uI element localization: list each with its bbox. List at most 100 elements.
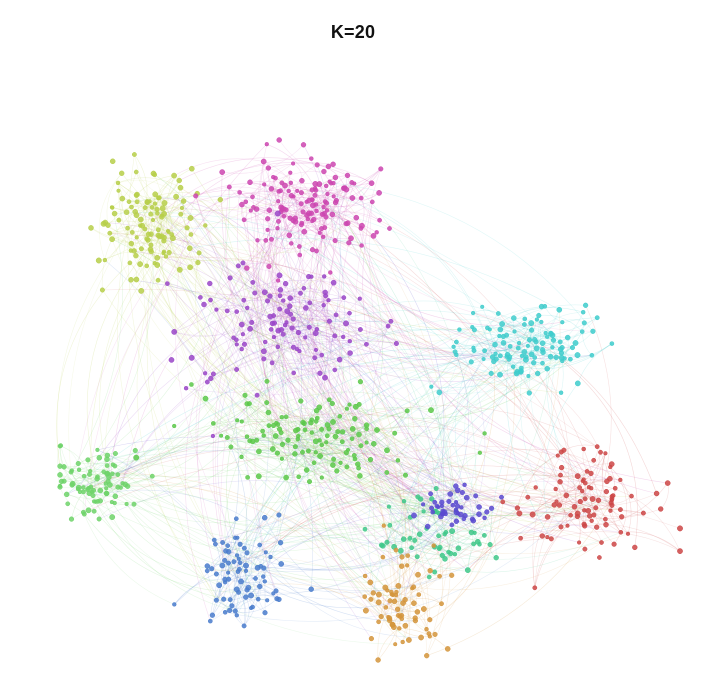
graph-node: [154, 254, 161, 261]
graph-node: [109, 514, 116, 521]
graph-node: [452, 551, 458, 557]
graph-edge: [214, 219, 315, 551]
graph-edge: [315, 183, 380, 198]
graph-edge: [237, 192, 343, 442]
graph-node: [173, 193, 180, 200]
graph-edge: [161, 215, 457, 356]
graph-edge: [311, 220, 573, 349]
graph-edge: [255, 501, 557, 593]
graph-edge: [339, 416, 367, 443]
graph-edge: [273, 336, 344, 346]
graph-node: [327, 179, 332, 184]
graph-node: [330, 462, 336, 468]
graph-node: [239, 201, 245, 208]
graph-edge: [268, 210, 367, 430]
graph-node: [255, 473, 262, 480]
graph-node: [352, 403, 359, 410]
graph-node: [401, 499, 407, 504]
graph-node: [374, 230, 379, 235]
graph-node: [109, 158, 116, 165]
graph-edge: [263, 400, 301, 436]
graph-edge: [534, 343, 613, 361]
graph-edge: [136, 194, 170, 253]
graph-edge: [335, 175, 372, 184]
graph-edge: [492, 343, 613, 370]
graph-edge: [238, 265, 592, 359]
graph-edge: [213, 405, 318, 424]
graph-node: [306, 479, 313, 485]
graph-node: [405, 553, 410, 558]
graph-node: [265, 165, 272, 171]
graph-node: [557, 339, 563, 345]
graph-edge: [319, 428, 353, 457]
graph-node: [608, 461, 615, 467]
graph-edge: [131, 243, 462, 508]
graph-edge: [60, 445, 80, 470]
graph-node: [594, 524, 600, 530]
graph-node: [236, 589, 242, 595]
graph-edge: [349, 404, 378, 431]
graph-edge: [122, 483, 467, 532]
graph-node: [553, 486, 558, 492]
graph-edge: [298, 407, 432, 437]
graph-edge: [267, 229, 335, 371]
graph-node: [561, 447, 567, 453]
graph-node: [283, 474, 289, 481]
graph-node: [338, 460, 343, 465]
graph-node: [128, 277, 134, 283]
graph-node: [352, 181, 357, 186]
graph-edge: [538, 314, 583, 332]
graph-edge: [506, 346, 552, 539]
graph-node: [149, 473, 155, 479]
graph-node: [482, 533, 487, 538]
graph-node: [329, 400, 335, 407]
graph-node: [109, 205, 114, 210]
graph-node: [204, 379, 210, 385]
graph-edge: [241, 354, 510, 458]
graph-edge: [203, 309, 217, 374]
graph-edge: [57, 445, 65, 482]
graph-node: [492, 341, 498, 348]
graph-edge: [289, 223, 362, 236]
graph-node: [499, 321, 506, 327]
graph-node: [88, 225, 94, 231]
graph-edge: [257, 321, 392, 396]
graph-node: [238, 321, 245, 328]
graph-edge: [438, 534, 485, 550]
graph-edge: [551, 531, 681, 552]
graph-edge: [152, 193, 348, 224]
graph-edge: [78, 402, 267, 465]
graph-node: [540, 349, 546, 356]
graph-node: [439, 499, 445, 505]
graph-edge: [224, 445, 558, 561]
graph-edge: [289, 182, 298, 236]
graph-node: [564, 334, 571, 341]
graph-node: [357, 473, 363, 479]
graph-edge: [313, 187, 344, 220]
graph-node: [292, 218, 299, 225]
graph-node: [577, 485, 582, 491]
graph-edge: [411, 498, 432, 548]
graph-edge: [185, 275, 280, 389]
graph-node: [593, 505, 599, 511]
graph-node: [558, 350, 565, 356]
graph-node: [337, 413, 343, 419]
graph-node: [416, 592, 422, 597]
graph-node: [213, 597, 219, 603]
graph-node: [323, 183, 329, 189]
graph-edge: [562, 331, 594, 348]
graph-node: [611, 541, 617, 547]
graph-edge: [264, 455, 355, 518]
graph-node: [481, 356, 486, 362]
graph-edge: [301, 180, 316, 250]
graph-edge: [235, 537, 277, 591]
graph-node: [459, 489, 465, 496]
graph-edge: [212, 183, 320, 561]
graph-edge: [258, 438, 299, 477]
graph-node: [375, 591, 382, 598]
graph-node: [301, 286, 307, 291]
graph-edge: [434, 511, 571, 548]
graph-node: [260, 158, 267, 165]
graph-edge: [403, 501, 445, 535]
graph-node: [568, 512, 573, 518]
